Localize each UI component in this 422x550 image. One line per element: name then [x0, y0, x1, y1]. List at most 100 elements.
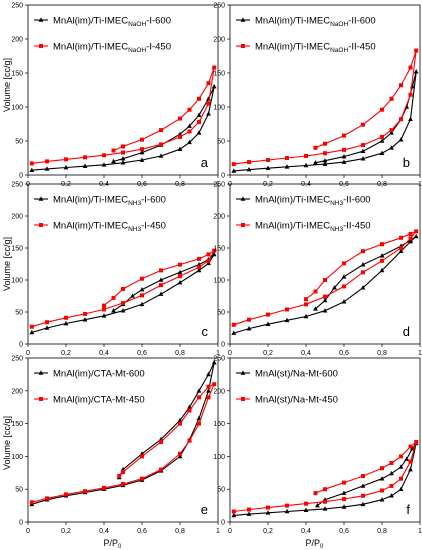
data-point	[111, 148, 116, 153]
y-tick-label: 0	[221, 342, 225, 349]
data-point	[313, 491, 318, 496]
y-tick-label: 200	[11, 214, 23, 221]
legend-marker	[38, 370, 44, 375]
data-point	[379, 267, 385, 273]
y-tick-label: 100	[11, 278, 23, 285]
series-triangle	[29, 251, 217, 335]
data-point	[158, 277, 164, 282]
panel-c: 0 50 100 150 200 250 0 0,2 0,4 0,6 0,8 1 MnAl(im)/Ti…	[11, 182, 220, 358]
isotherm-line	[233, 442, 417, 516]
y-tick-label: 50	[217, 487, 225, 494]
x-tick-label: 0,8	[175, 528, 185, 535]
data-point	[206, 252, 211, 257]
data-point	[285, 503, 289, 508]
data-point	[140, 137, 144, 142]
data-point	[399, 117, 403, 122]
x-tick-label: 0,8	[377, 350, 387, 357]
data-point	[187, 404, 192, 409]
data-point	[44, 325, 50, 330]
data-point	[247, 507, 251, 512]
data-point	[140, 476, 144, 481]
series-square	[29, 248, 217, 329]
plot-frame	[229, 4, 421, 176]
panel-letter: b	[403, 155, 410, 170]
x-tick-label: 0,4	[301, 181, 311, 188]
data-point	[322, 161, 328, 166]
legend-marker	[39, 397, 43, 401]
legend-entry: MnAl(st)/Na-Mt-450	[236, 395, 338, 406]
data-point	[322, 506, 328, 511]
data-point	[380, 488, 384, 493]
x-tick-label: 1	[418, 350, 422, 357]
legend-label: MnAl(im)/Ti-IMECNaOH-II-450	[255, 42, 376, 55]
data-point	[206, 371, 211, 377]
y-tick-label: 150	[213, 421, 225, 428]
data-point	[187, 129, 192, 134]
legend-marker	[39, 223, 43, 227]
y-tick-label: 0	[19, 342, 23, 349]
data-point	[212, 248, 217, 253]
data-point	[29, 161, 34, 166]
data-point	[398, 248, 404, 253]
data-point	[178, 134, 182, 139]
data-point	[197, 395, 201, 400]
legend-label: MnAl(im)/Ti-IMECNaOH-I-450	[53, 42, 171, 55]
data-point	[120, 156, 126, 161]
data-point	[159, 142, 163, 147]
y-tick-label: 150	[213, 246, 225, 253]
panel-f: 0 50 100 150 200 250 0 0,2 0,4 0,6 0,8 1 MnAl(st)/Na…	[213, 356, 422, 536]
data-point	[414, 439, 419, 444]
data-point	[404, 456, 410, 461]
y-tick-label: 250	[11, 182, 23, 189]
y-tick-label: 50	[217, 310, 225, 317]
data-point	[360, 483, 366, 488]
data-point	[101, 162, 107, 167]
legend-entry: MnAl(im)/Ti-IMECNH3-II-600	[236, 195, 371, 207]
data-point	[389, 460, 394, 465]
data-point	[304, 153, 308, 158]
plot-frame	[27, 4, 219, 176]
data-point	[231, 330, 237, 335]
data-point	[303, 507, 309, 512]
data-point	[197, 265, 201, 270]
data-point	[44, 166, 50, 171]
data-point	[389, 470, 394, 476]
data-point	[158, 291, 164, 296]
data-point	[139, 301, 145, 307]
data-point	[379, 476, 385, 481]
data-point	[196, 388, 202, 393]
x-tick-label: 0,4	[301, 528, 311, 535]
legend-label: MnAl(im)/Ti-IMECNaOH-II-600	[255, 16, 376, 29]
data-point	[177, 146, 183, 151]
data-point	[408, 65, 413, 70]
isotherm-line	[31, 250, 215, 328]
x-tick-label: 0	[228, 528, 232, 535]
series-square	[29, 382, 217, 505]
x-tick-label: 0,8	[377, 528, 387, 535]
data-point	[323, 278, 327, 282]
x-tick-label: 1	[418, 528, 422, 535]
x-axis-label-right-main: P/P	[305, 538, 320, 548]
y-tick-label: 100	[213, 278, 225, 285]
isotherm-line	[233, 50, 417, 165]
x-tick-label: 0,6	[137, 528, 147, 535]
data-point	[414, 48, 419, 53]
data-point	[140, 147, 144, 152]
data-point	[120, 160, 126, 165]
data-point	[380, 258, 384, 263]
panel-d: 0 50 100 150 200 250 0 0,2 0,4 0,6 0,8 1 MnAl(im)/Ti…	[213, 182, 422, 358]
data-point	[231, 509, 236, 514]
isotherm-line	[233, 230, 417, 326]
data-point	[284, 317, 290, 323]
data-point	[196, 130, 202, 135]
data-point	[399, 83, 403, 88]
data-point	[342, 497, 346, 502]
data-point	[408, 466, 413, 472]
plot-frame	[27, 183, 219, 345]
data-point	[139, 149, 145, 155]
data-point	[265, 321, 271, 326]
data-point	[159, 283, 163, 288]
panel-letter: e	[201, 502, 208, 517]
data-point	[102, 303, 106, 308]
